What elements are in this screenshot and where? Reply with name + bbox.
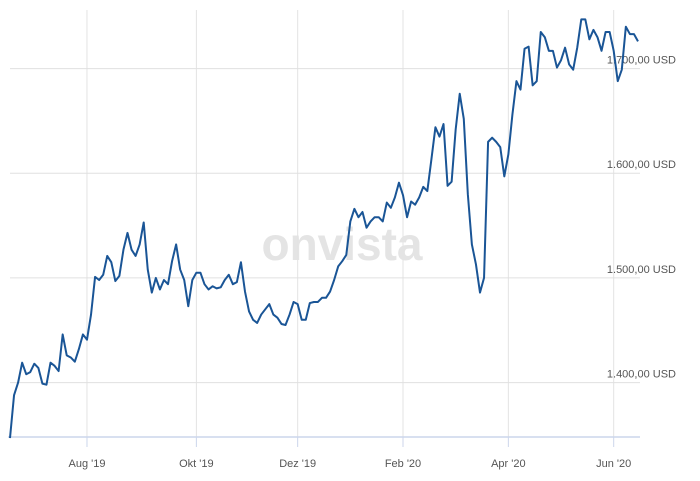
y-tick-label: 1.400,00 USD bbox=[607, 368, 676, 380]
x-tick-label: Feb '20 bbox=[385, 458, 421, 470]
x-tick-label: Dez '19 bbox=[279, 458, 316, 470]
y-tick-label: 1.500,00 USD bbox=[607, 264, 676, 276]
price-line bbox=[9, 18, 639, 439]
y-tick-label: 1.600,00 USD bbox=[607, 159, 676, 171]
y-tick-label: 1.700,00 USD bbox=[607, 55, 676, 67]
x-tick-label: Okt '19 bbox=[179, 458, 214, 470]
x-tick-label: Apr '20 bbox=[491, 458, 526, 470]
x-tick-label: Jun '20 bbox=[596, 458, 631, 470]
x-tick-label: Aug '19 bbox=[68, 458, 105, 470]
